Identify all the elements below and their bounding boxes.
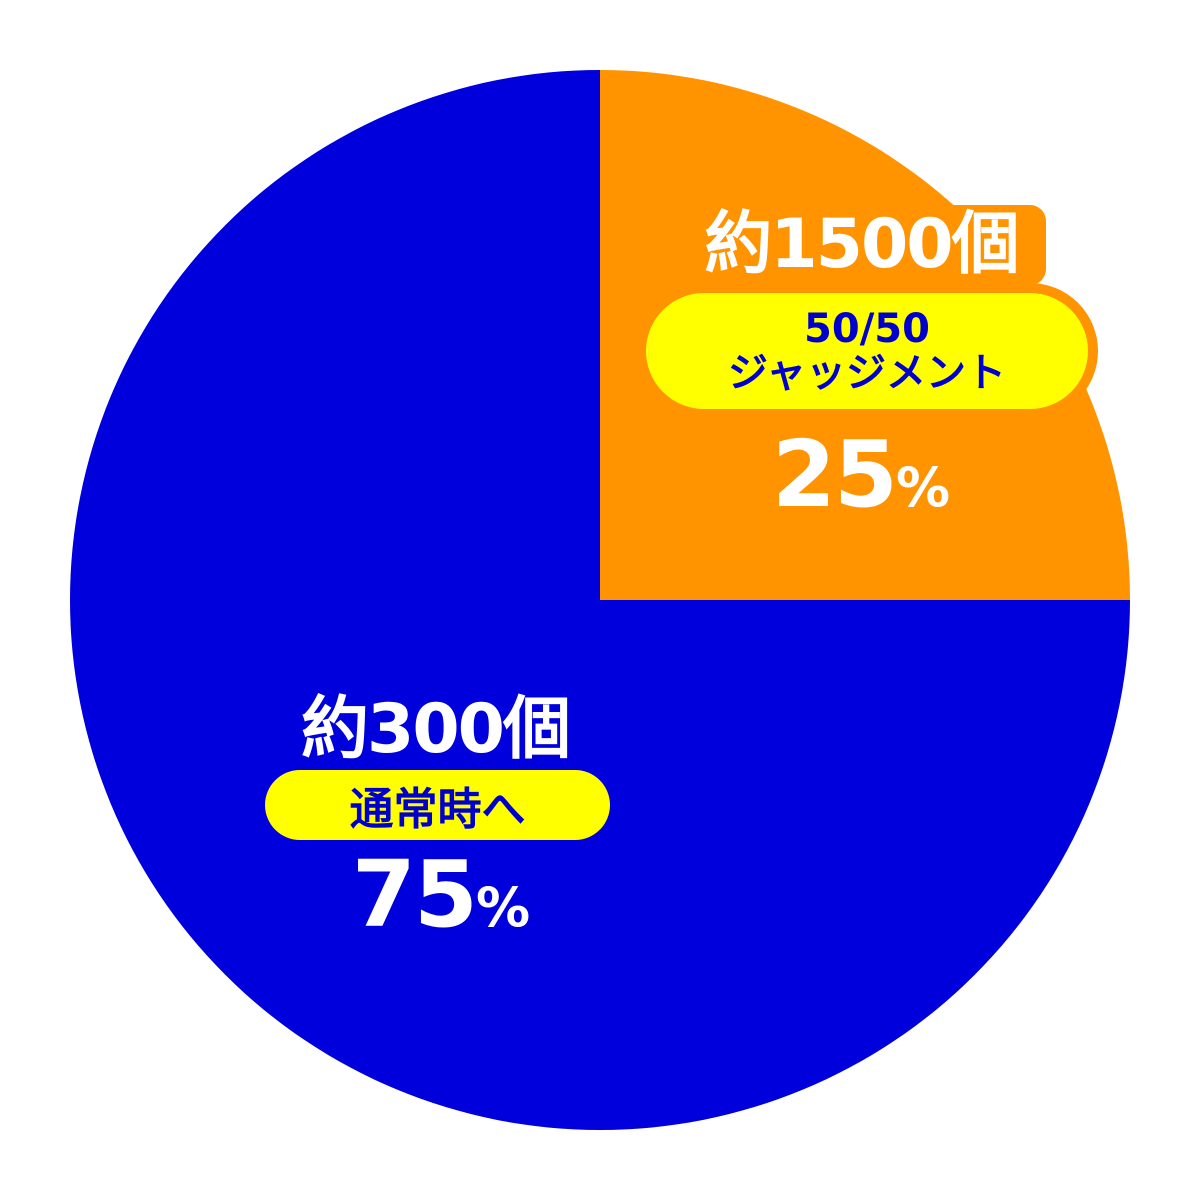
percent-value: 25 bbox=[771, 421, 898, 528]
pie-slice-1 bbox=[70, 70, 1130, 1130]
slice-label-judgment: 50/50 ジャッジメント bbox=[728, 306, 1006, 396]
slice-percent-normal: 75% bbox=[280, 845, 600, 958]
slice-count-label-normal: 約300個 bbox=[301, 690, 571, 769]
percent-unit: % bbox=[475, 876, 530, 939]
slice-label-pill-normal: 通常時へ bbox=[265, 770, 610, 840]
percent-unit: % bbox=[895, 456, 950, 519]
slice-percent-judgment: 25% bbox=[700, 425, 1020, 538]
slice-label-normal: 通常時へ bbox=[349, 784, 526, 835]
slice-label-pill-judgment: 50/50 ジャッジメント bbox=[636, 283, 1098, 419]
slice-count-label-judgment: 約1500個 bbox=[676, 205, 1046, 285]
percent-value: 75 bbox=[351, 841, 478, 948]
